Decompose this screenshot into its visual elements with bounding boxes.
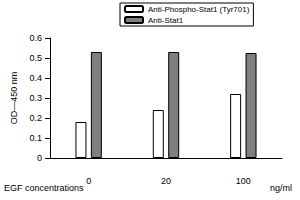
svg-text:Anti-Stat1: Anti-Stat1 [148,16,184,25]
svg-text:0.5: 0.5 [29,53,42,63]
svg-text:ng/ml: ng/ml [270,183,292,193]
svg-text:0.3: 0.3 [29,93,42,103]
svg-text:0.2: 0.2 [29,113,42,123]
svg-text:20: 20 [161,176,171,186]
svg-text:OD—450 nm: OD—450 nm [9,72,19,125]
svg-text:0.6: 0.6 [29,33,42,43]
svg-text:Anti-Phospho-Stat1 (Tyr701): Anti-Phospho-Stat1 (Tyr701) [148,5,250,14]
svg-text:0.4: 0.4 [29,73,42,83]
svg-text:100: 100 [236,176,251,186]
svg-text:EGF concentrations: EGF concentrations [4,183,84,193]
svg-text:0: 0 [86,176,91,186]
svg-text:0.1: 0.1 [29,133,42,143]
svg-text:0: 0 [37,153,42,163]
